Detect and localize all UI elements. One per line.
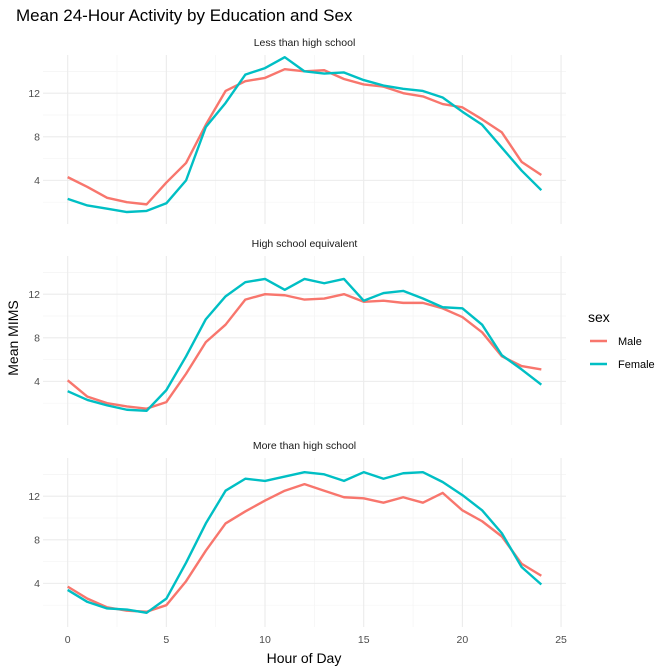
y-axis-title: Mean MIMS (5, 300, 21, 375)
y-tick-label: 8 (34, 131, 40, 143)
facet-strip-label: Less than high school (254, 37, 356, 49)
x-tick-label: 15 (358, 634, 370, 646)
facet-panel: Less than high school 4 8 12 (28, 37, 566, 224)
y-tick-label: 12 (28, 289, 40, 301)
series-line-male (67, 482, 542, 613)
x-tick-label: 10 (259, 634, 271, 646)
x-tick-label: 0 (65, 634, 71, 646)
facet-strip-label: More than high school (253, 440, 356, 452)
y-tick-label: 4 (34, 376, 40, 388)
x-tick-label: 25 (555, 634, 567, 646)
legend: sex Male Female (588, 309, 655, 371)
series-line-female (67, 470, 543, 615)
y-tick-label: 8 (34, 332, 40, 344)
x-tick-label: 20 (457, 634, 469, 646)
y-tick-label: 12 (28, 88, 40, 100)
series-line-female (67, 277, 543, 413)
x-tick-label: 5 (163, 634, 169, 646)
y-tick-label: 4 (34, 578, 40, 590)
x-axis-title: Hour of Day (267, 650, 342, 666)
legend-keys: Male Female (590, 336, 655, 371)
series-line-female (67, 55, 543, 214)
series-line-male (66, 292, 542, 410)
facet-strip-label: High school equivalent (252, 238, 358, 250)
facet-panel: More than high school 4 8 12 0 5 10 15 20 25 (28, 440, 567, 646)
legend-label-male: Male (618, 336, 642, 348)
legend-title: sex (588, 309, 610, 325)
legend-label-female: Female (618, 359, 655, 371)
chart-title: Mean 24-Hour Activity by Education and S… (16, 6, 353, 25)
y-tick-label: 12 (28, 491, 40, 503)
y-tick-label: 8 (34, 534, 40, 546)
facet-panel: High school equivalent 4 8 12 (28, 238, 566, 425)
y-tick-label: 4 (34, 175, 40, 187)
